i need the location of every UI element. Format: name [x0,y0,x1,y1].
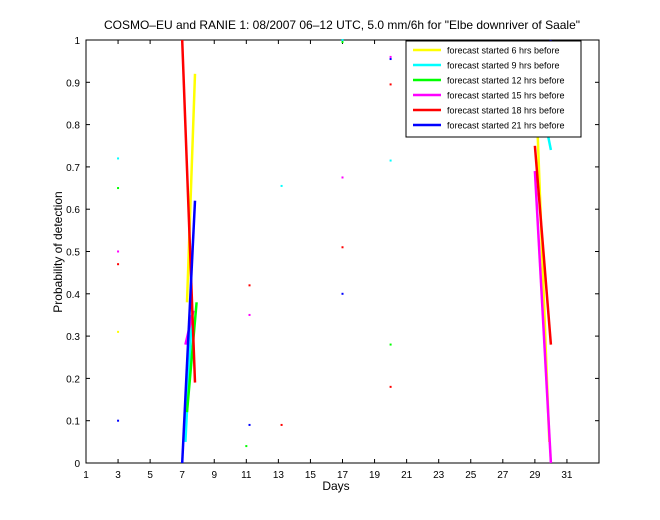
data-point [341,292,344,295]
y-axis-label: Probability of detection [51,191,65,312]
data-point [117,419,120,422]
y-tick-label: 0.6 [66,205,80,216]
x-tick-label: 23 [433,470,445,481]
legend-label: forecast started 15 hrs before [447,91,565,101]
series-line-segment [185,73,197,303]
x-tick-label: 29 [529,470,541,481]
series-line-segment [185,302,198,413]
data-point [248,423,251,426]
legend-label: forecast started 18 hrs before [447,106,565,116]
series-5 [117,39,553,426]
data-point [248,284,251,287]
series-line-segment [533,171,553,464]
data-point [341,39,344,41]
x-tick-label: 17 [337,470,349,481]
x-tick-label: 31 [561,470,573,481]
axis-ticks: 1 3 5 7 9 11 13 15 17 19 21 23 25 27 29 3100.10.20.30.4… [66,36,599,481]
chart-title: COSMO–EU and RANIE 1: 08/2007 06–12 UTC,… [104,18,580,32]
series-line-segment [180,200,197,464]
series-line-segment [184,314,194,442]
x-tick-label: 5 [147,470,153,481]
y-tick-label: 0.7 [66,163,80,174]
y-tick-label: 0.5 [66,248,80,259]
series-line-segment [180,39,197,383]
x-tick-label: 11 [241,470,252,481]
data-point [280,184,283,187]
y-tick-label: 0.2 [66,374,80,385]
x-tick-label: 13 [273,470,285,481]
data-point [389,58,392,61]
x-tick-label: 19 [369,470,381,481]
x-axis-label: Days [322,479,349,493]
data-point [341,176,344,179]
x-tick-label: 1 [83,470,89,481]
data-point [389,55,392,58]
y-tick-label: 0.3 [66,332,80,343]
y-tick-label: 0.9 [66,78,80,89]
y-tick-label: 0.4 [66,290,80,301]
data-point [117,157,120,160]
series-line-segment [533,145,553,345]
legend-label: forecast started 12 hrs before [447,76,565,86]
data-point [389,385,392,388]
x-tick-label: 21 [401,470,413,481]
data-point [280,423,283,426]
series-layer [117,39,553,464]
x-tick-label: 15 [305,470,317,481]
x-tick-label: 25 [465,470,477,481]
x-tick-label: 9 [211,470,217,481]
data-point [117,263,120,266]
x-tick-label: 3 [115,470,121,481]
y-tick-label: 0 [74,459,80,470]
data-point [389,159,392,162]
data-point [117,330,120,333]
data-point [341,41,344,44]
data-point [389,83,392,86]
legend: forecast started 6 hrs before forecast st… [405,40,582,138]
data-point [117,250,120,253]
legend-label: forecast started 21 hrs before [447,121,565,131]
y-tick-label: 0.1 [66,417,80,428]
x-tick-label: 27 [497,470,509,481]
data-point [389,343,392,346]
x-tick-label: 7 [179,470,185,481]
data-point [117,187,120,190]
legend-label: forecast started 9 hrs before [447,61,560,71]
y-tick-label: 1 [74,36,80,47]
y-tick-label: 0.8 [66,121,80,132]
data-point [341,246,344,249]
data-point [245,445,248,448]
legend-box [405,40,582,138]
data-point [248,313,251,316]
legend-label: forecast started 6 hrs before [447,46,560,56]
